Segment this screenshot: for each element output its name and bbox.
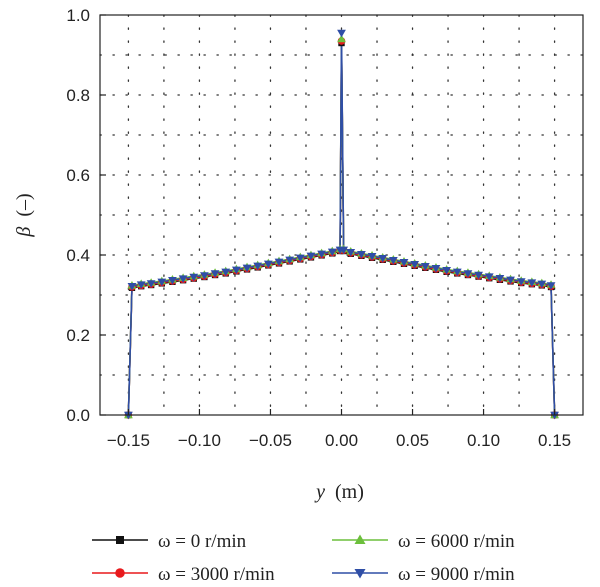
data-point xyxy=(168,277,177,285)
y-tick-label: 0.0 xyxy=(66,406,90,425)
x-tick-label: 0.10 xyxy=(467,431,500,450)
data-point xyxy=(420,263,430,271)
legend-marker xyxy=(354,534,366,544)
data-point xyxy=(463,270,473,278)
y-axis-variable: β xyxy=(13,227,35,238)
data-point xyxy=(452,268,462,277)
data-point xyxy=(136,281,146,289)
data-point xyxy=(285,256,295,265)
y-axis-label: β (–) xyxy=(13,193,35,237)
x-tick-label: 0.05 xyxy=(396,431,429,450)
y-axis-unit: (–) xyxy=(13,193,35,216)
data-point xyxy=(210,270,220,278)
ticks xyxy=(100,14,556,416)
data-point xyxy=(306,252,316,261)
tick-labels: −0.15 −0.10 −0.05 0.00 0.05 0.10 0.15 0.0 0.2 0.4… xyxy=(66,6,571,450)
x-axis-unit: (m) xyxy=(335,481,364,503)
data-point xyxy=(484,273,494,281)
y-tick-label: 0.8 xyxy=(66,86,90,105)
data-point xyxy=(146,280,156,288)
x-axis-label: y (m) xyxy=(314,481,364,503)
data-point xyxy=(317,250,327,259)
data-point xyxy=(242,264,252,273)
data-point xyxy=(127,283,137,291)
x-axis-variable: y xyxy=(314,481,325,503)
data-point xyxy=(231,266,241,275)
legend-label: ω = 9000 r/min xyxy=(398,564,515,585)
y-tick-label: 0.6 xyxy=(66,166,90,185)
data-point xyxy=(178,275,188,283)
data-point xyxy=(399,259,409,267)
data-point xyxy=(200,272,209,280)
legend-label: ω = 3000 r/min xyxy=(158,564,275,585)
data-point xyxy=(189,273,199,282)
y-tick-label: 0.2 xyxy=(66,326,90,345)
legend-label: ω = 0 r/min xyxy=(158,531,247,552)
data-point xyxy=(337,29,346,38)
data-point xyxy=(495,275,505,283)
x-tick-label: −0.05 xyxy=(249,431,292,450)
data-point xyxy=(327,248,337,257)
data-point xyxy=(295,254,305,263)
legend-marker xyxy=(115,568,125,578)
data-point xyxy=(337,34,346,43)
legend: ω = 0 r/min ω = 3000 r/min ω = 6000 r/min ω… xyxy=(92,531,515,585)
data-point xyxy=(356,251,366,259)
data-point xyxy=(263,260,273,269)
x-tick-label: 0.00 xyxy=(325,431,358,450)
data-point xyxy=(527,279,537,287)
x-tick-label: 0.15 xyxy=(538,431,571,450)
data-point xyxy=(516,278,526,286)
legend-item: ω = 9000 r/min xyxy=(332,564,515,585)
data-point xyxy=(506,276,515,285)
data-point xyxy=(346,249,356,257)
data-point xyxy=(431,265,441,273)
data-point xyxy=(442,267,452,275)
data-point xyxy=(253,262,263,271)
data-point xyxy=(546,282,556,290)
data-point xyxy=(367,253,377,261)
data-point xyxy=(221,268,231,277)
legend-item: ω = 0 r/min xyxy=(92,531,247,552)
data-point xyxy=(274,258,284,267)
data-point xyxy=(410,261,420,269)
x-tick-label: −0.10 xyxy=(178,431,221,450)
legend-item: ω = 6000 r/min xyxy=(332,531,515,552)
legend-label: ω = 6000 r/min xyxy=(398,531,515,552)
data-point xyxy=(157,278,167,287)
data-point xyxy=(388,257,398,265)
legend-marker xyxy=(116,536,124,544)
x-tick-label: −0.15 xyxy=(107,431,150,450)
data-point xyxy=(339,246,349,255)
legend-marker xyxy=(354,569,366,579)
legend-item: ω = 3000 r/min xyxy=(92,564,275,585)
data-point xyxy=(537,280,547,289)
y-tick-label: 0.4 xyxy=(66,246,90,265)
series-markers xyxy=(124,29,559,420)
data-point xyxy=(378,255,388,263)
y-tick-label: 1.0 xyxy=(66,6,90,25)
data-point xyxy=(474,271,483,280)
